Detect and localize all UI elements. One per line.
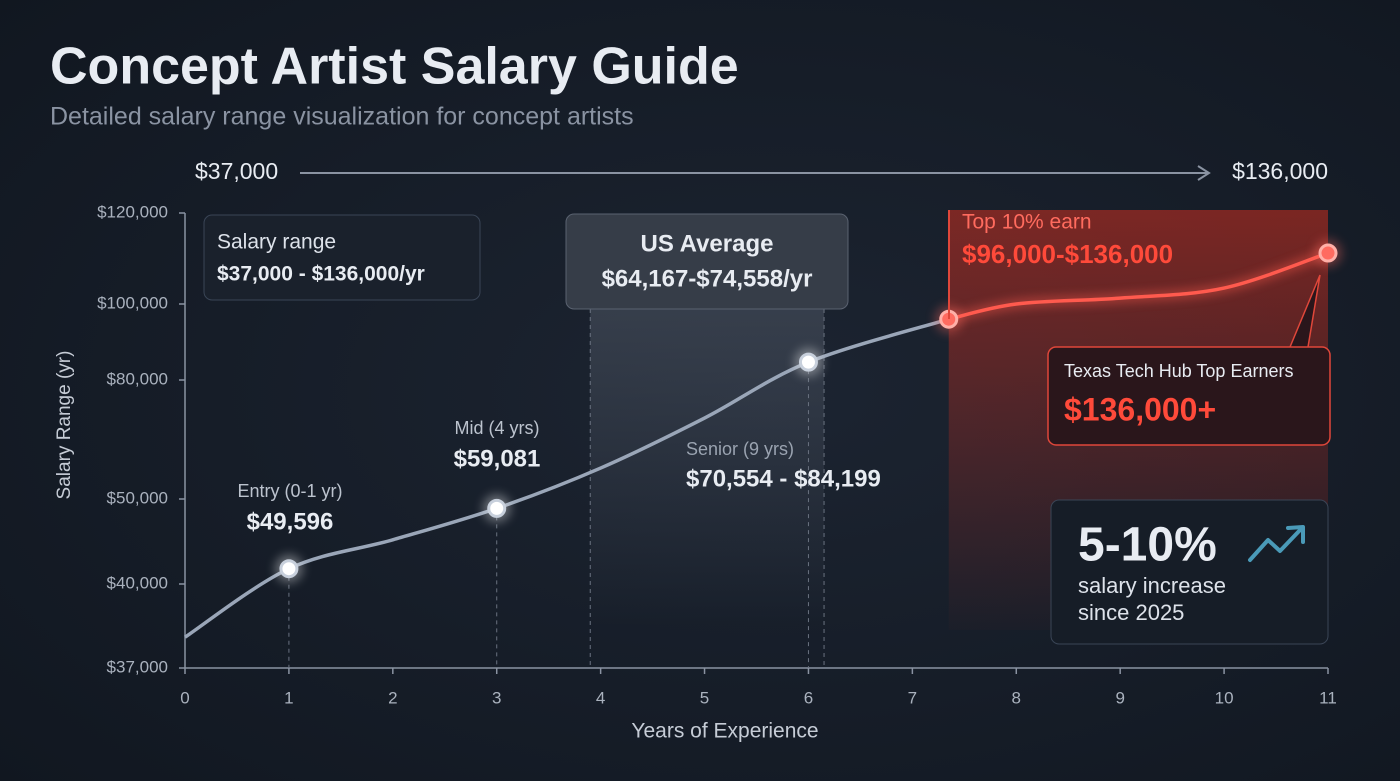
marker bbox=[1318, 243, 1338, 263]
y-tick-label: $120,000 bbox=[97, 202, 168, 221]
y-tick-label: $50,000 bbox=[107, 488, 168, 507]
marker bbox=[279, 559, 299, 579]
x-tick-label: 3 bbox=[492, 688, 501, 707]
y-tick-label: $37,000 bbox=[107, 657, 168, 676]
x-tick-label: 10 bbox=[1215, 688, 1234, 707]
salary-range-value: $37,000 - $136,000/yr bbox=[217, 263, 425, 286]
top10-label: Top 10% earn bbox=[962, 211, 1092, 234]
range-end: $136,000 bbox=[1232, 158, 1328, 184]
y-tick-label: $100,000 bbox=[97, 293, 168, 312]
x-tick-label: 4 bbox=[596, 688, 605, 707]
senior-label: Senior (9 yrs) bbox=[686, 439, 794, 459]
texas-value: $136,000+ bbox=[1064, 391, 1216, 427]
salary-range-box bbox=[203, 214, 481, 301]
range-start: $37,000 bbox=[195, 158, 278, 184]
y-axis-label: Salary Range (yr) bbox=[54, 351, 75, 500]
salary-range-label: Salary range bbox=[217, 231, 336, 254]
growth-box bbox=[1050, 499, 1329, 645]
us-average-box bbox=[565, 213, 849, 310]
mid-value: $59,081 bbox=[454, 445, 541, 472]
us-average-label: US Average bbox=[641, 230, 774, 257]
top10-value: $96,000-$136,000 bbox=[962, 239, 1173, 269]
range-arrowhead bbox=[1197, 165, 1211, 181]
marker bbox=[487, 498, 507, 518]
x-tick-label: 1 bbox=[284, 688, 293, 707]
mid-label: Mid (4 yrs) bbox=[455, 418, 540, 438]
growth-line2: since 2025 bbox=[1078, 600, 1184, 625]
x-axis-label: Years of Experience bbox=[631, 720, 818, 743]
texas-label: Texas Tech Hub Top Earners bbox=[1064, 361, 1293, 381]
series-line bbox=[948, 251, 1329, 321]
x-tick-label: 9 bbox=[1115, 688, 1124, 707]
texas-box bbox=[1047, 346, 1331, 446]
x-tick-label: 2 bbox=[388, 688, 397, 707]
entry-value: $49,596 bbox=[247, 508, 334, 535]
x-tick-label: 5 bbox=[700, 688, 709, 707]
x-tick-label: 7 bbox=[908, 688, 917, 707]
senior-value: $70,554 - $84,199 bbox=[686, 465, 881, 492]
us-average-value: $64,167-$74,558/yr bbox=[602, 265, 813, 292]
y-tick-label: $40,000 bbox=[107, 573, 168, 592]
trend-icon bbox=[1248, 525, 1305, 562]
x-tick-label: 6 bbox=[804, 688, 813, 707]
texas-callout bbox=[1289, 274, 1321, 348]
subtitle: Detailed salary range visualization for … bbox=[50, 103, 634, 131]
marker bbox=[798, 352, 818, 372]
highlight-band bbox=[590, 305, 825, 625]
y-tick-label: $80,000 bbox=[107, 369, 168, 388]
growth-value: 5-10% bbox=[1078, 519, 1217, 572]
x-tick-label: 8 bbox=[1012, 688, 1021, 707]
entry-label: Entry (0-1 yr) bbox=[237, 481, 342, 501]
x-tick-label: 11 bbox=[1319, 688, 1337, 707]
growth-line1: salary increase bbox=[1078, 573, 1226, 598]
title: Concept Artist Salary Guide bbox=[50, 38, 739, 96]
x-tick-label: 0 bbox=[180, 688, 189, 707]
